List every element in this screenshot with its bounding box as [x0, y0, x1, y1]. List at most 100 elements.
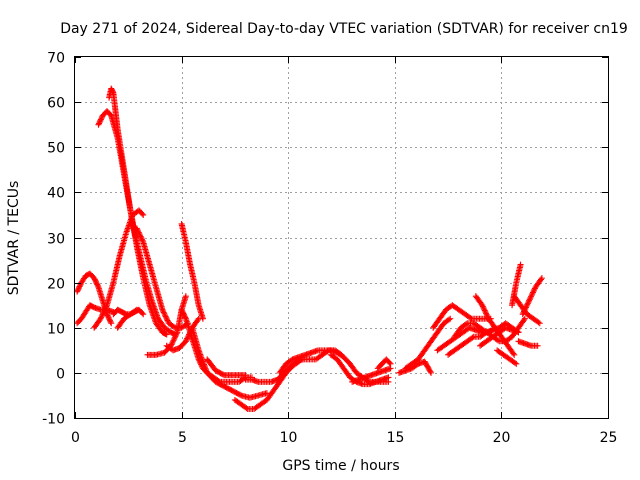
data-point — [91, 276, 98, 283]
data-point — [159, 306, 166, 313]
data-point — [138, 234, 145, 241]
data-point — [101, 307, 108, 314]
y-axis-label: SDTVAR / TECUs — [6, 181, 22, 296]
data-point — [96, 120, 103, 127]
data-point — [164, 317, 171, 324]
data-point — [528, 293, 535, 300]
data-point — [530, 288, 537, 295]
data-point — [97, 315, 104, 322]
data-point — [428, 369, 435, 376]
data-point — [180, 310, 187, 317]
data-point — [95, 121, 102, 128]
data-point — [525, 299, 532, 306]
data-point — [133, 306, 140, 313]
y-tick-label: 60 — [47, 96, 65, 112]
data-point — [169, 338, 176, 345]
data-point — [237, 391, 244, 398]
series-arc-27 — [472, 293, 518, 358]
data-point — [93, 280, 100, 287]
data-point — [522, 304, 529, 311]
data-point — [94, 281, 101, 288]
data-point — [137, 233, 144, 240]
data-point — [169, 340, 176, 347]
data-point — [178, 306, 185, 313]
data-point — [107, 317, 114, 324]
data-point — [93, 278, 100, 285]
series-arc-6 — [91, 207, 147, 331]
series-arc-28 — [477, 324, 522, 349]
data-point — [98, 314, 105, 321]
data-point — [136, 230, 143, 237]
data-point — [520, 317, 527, 324]
data-point — [517, 261, 524, 268]
data-point — [138, 236, 145, 243]
data-point — [179, 309, 186, 316]
data-point — [135, 229, 142, 236]
data-point — [140, 311, 147, 318]
y-tick-label: 70 — [47, 51, 65, 67]
data-point — [171, 334, 178, 341]
data-point — [182, 338, 189, 345]
data-point — [479, 303, 486, 310]
data-point — [97, 116, 104, 123]
series-arc-7 — [114, 306, 140, 331]
data-point — [513, 360, 520, 367]
data-point — [529, 289, 536, 296]
data-point — [447, 315, 454, 322]
data-point — [510, 350, 517, 357]
y-tick-label: 20 — [47, 277, 65, 293]
y-tick-label: 10 — [47, 322, 65, 338]
data-point — [170, 323, 177, 330]
data-point — [521, 307, 528, 314]
data-point — [160, 309, 167, 316]
data-point — [135, 228, 142, 235]
data-point — [140, 211, 147, 218]
data-point — [103, 303, 110, 310]
data-point — [160, 308, 167, 315]
y-tick-label: 30 — [47, 232, 65, 248]
data-point — [91, 275, 98, 282]
series-arc-21 — [396, 358, 435, 376]
data-point — [483, 311, 490, 318]
series-arc-29 — [494, 347, 520, 367]
data-point — [531, 286, 538, 293]
data-point — [94, 282, 101, 289]
data-point — [522, 305, 529, 312]
data-point — [494, 337, 501, 344]
data-point — [521, 315, 528, 322]
data-point — [139, 237, 146, 244]
data-point — [515, 329, 522, 336]
data-point — [537, 276, 544, 283]
data-point — [387, 360, 394, 367]
data-point — [467, 314, 474, 321]
data-point — [105, 313, 112, 320]
series-arc-19 — [349, 365, 394, 385]
data-point — [535, 319, 542, 326]
data-point — [512, 359, 519, 366]
data-point — [108, 320, 115, 327]
x-axis-label: GPS time / hours — [282, 458, 399, 474]
data-point — [75, 284, 82, 291]
x-tick-label: 5 — [178, 430, 187, 446]
plot-frame — [74, 56, 609, 419]
data-point — [172, 333, 179, 340]
data-point — [98, 313, 105, 320]
data-point — [102, 304, 109, 311]
data-point — [526, 297, 533, 304]
data-point — [529, 290, 536, 297]
data-point — [100, 308, 107, 315]
x-tick-label: 20 — [493, 430, 511, 446]
data-point — [482, 308, 489, 315]
data-point — [163, 314, 170, 321]
data-point — [523, 303, 530, 310]
data-point — [99, 311, 106, 318]
data-point — [483, 310, 490, 317]
data-point — [479, 302, 486, 309]
data-point — [536, 320, 543, 327]
data-point — [445, 316, 452, 323]
data-point — [520, 308, 527, 315]
data-point — [481, 306, 488, 313]
series-arc-9 — [144, 293, 189, 358]
data-point — [463, 321, 470, 328]
data-point — [526, 296, 533, 303]
